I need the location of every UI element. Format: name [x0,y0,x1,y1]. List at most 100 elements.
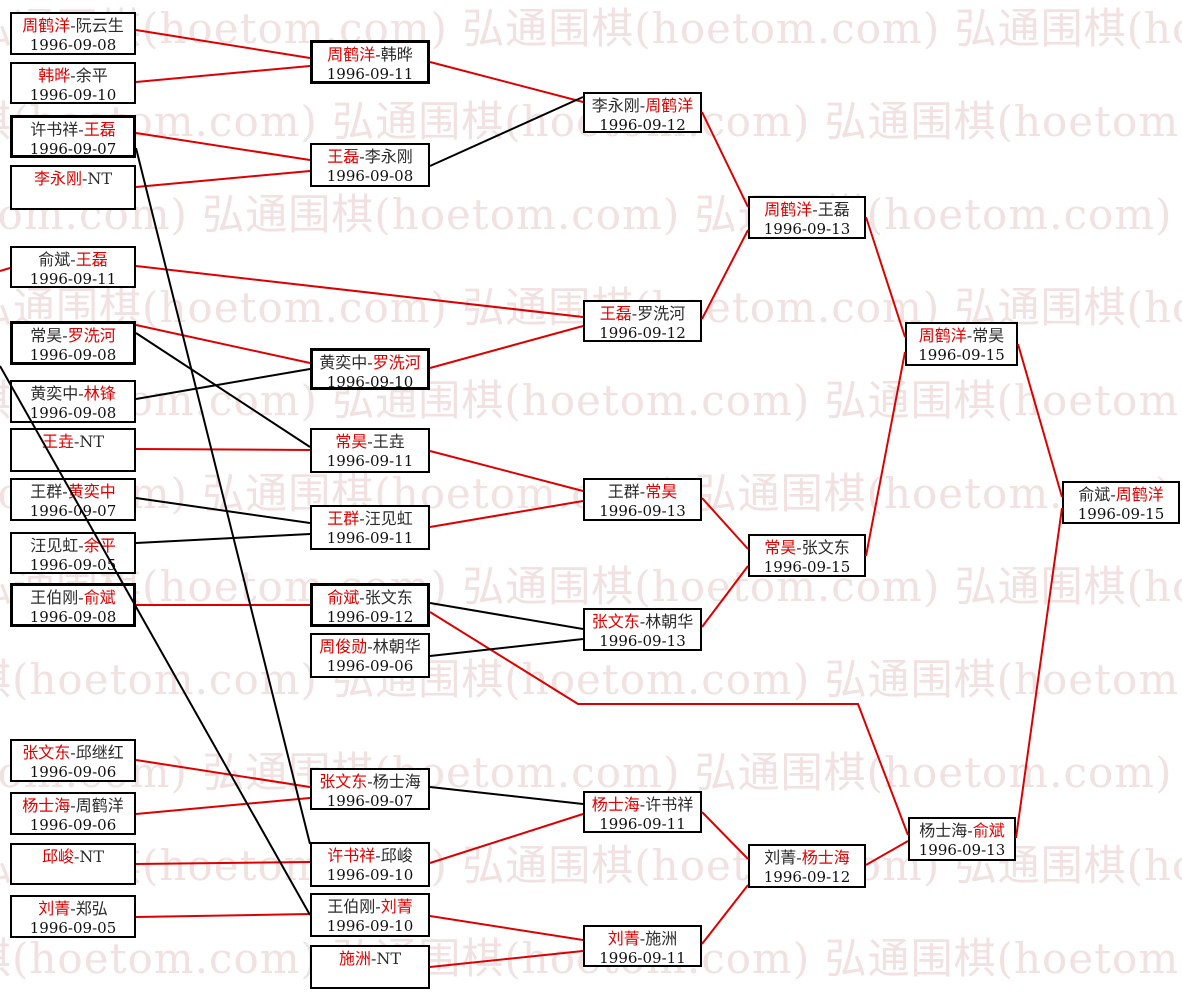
player-name: 杨士海 [372,772,421,791]
player-name: 刘菁 [380,897,413,916]
match-date: 1996-09-10 [326,917,414,935]
match-box: 刘菁-施洲 1996-09-11 [583,925,702,967]
watermark-row: 弘通围棋(hoetom.com) 弘通围棋(hoetom.com) 弘通围棋(h… [0,190,1182,239]
match-date: 1996-09-11 [326,452,414,470]
vs-dash: - [375,897,381,916]
player-name: NT [79,432,105,451]
match-date: 1996-09-11 [29,270,117,288]
match-date: 1996-09-10 [326,866,414,884]
player-name: 刘菁 [764,848,797,867]
vs-dash: - [78,120,84,139]
match-date: 1996-09-12 [599,324,686,342]
match-box: 俞斌-周鹤洋 1996-09-15 [1062,481,1180,524]
match-players: 俞斌-王磊 [38,250,107,270]
match-date: 1996-09-07 [29,502,117,520]
player-name: 周鹤洋 [645,96,694,115]
vs-dash: - [796,538,802,557]
player-name: 周俊勋 [319,637,368,656]
match-players: 李永刚-NT [34,169,112,189]
player-name: 余平 [83,536,116,555]
match-players: 许书祥-邱峻 [327,846,412,866]
match-players: 施洲-NT [339,949,401,969]
match-date: 1996-09-12 [599,116,686,134]
watermark-row: 弘通围棋(hoetom.com) 弘通围棋(hoetom.com) 弘通围棋(h… [0,4,1182,53]
player-name: 周鹤洋 [75,796,124,815]
vs-dash: - [812,200,818,219]
vs-dash: - [796,848,802,867]
player-name: 罗洗河 [637,304,686,323]
vs-dash: - [966,326,973,345]
player-name: 王群 [607,482,640,501]
player-name: NT [79,847,105,866]
player-name: 杨士海 [591,795,640,814]
vs-dash: - [359,588,365,607]
match-players: 黄奕中-林锋 [30,384,115,404]
player-name: 王垚 [41,432,74,451]
winner-path-line [135,797,311,815]
player-name: 王磊 [83,120,116,139]
winner-path-line [135,448,311,451]
match-box: 许书祥-邱峻 1996-09-10 [310,842,430,887]
match-box: 刘菁-郑弘 1996-09-05 [10,895,136,938]
player-name: 罗洗河 [372,353,421,372]
match-box: 王伯刚-刘菁 1996-09-10 [310,893,430,937]
player-name: 黄奕中 [30,384,79,403]
vs-dash: - [70,16,76,35]
player-name: 李永刚 [33,169,82,188]
match-date: 1996-09-12 [763,868,851,886]
player-name: 许书祥 [30,120,79,139]
match-players: 常昊-张文东 [764,538,849,558]
match-date: 1996-09-08 [29,608,117,626]
match-box: 王群-汪见虹 1996-09-11 [310,505,430,550]
player-name: 汪见虹 [30,536,79,555]
match-box: 周鹤洋-常昊 1996-09-15 [905,322,1018,366]
vs-dash: - [81,169,88,188]
vs-dash: - [359,509,365,528]
match-date: 1996-09-12 [326,608,414,626]
match-date: 1996-09-08 [29,404,117,422]
match-players: 刘菁-施洲 [608,929,677,949]
match-players: 张文东-杨士海 [319,772,420,792]
player-name: 王群 [30,482,63,501]
player-name: 李永刚 [591,96,640,115]
player-name: 许书祥 [327,846,376,865]
match-box: 王群-常昊 1996-09-13 [583,478,702,521]
vs-dash: - [375,45,381,64]
match-box: 常昊-张文东 1996-09-15 [748,534,866,577]
match-players: 刘菁-杨士海 [764,848,849,868]
player-name: 王磊 [327,147,360,166]
player-name: 黄奕中 [319,353,368,372]
match-players: 王伯刚-刘菁 [327,897,412,917]
match-date: 1996-09-13 [918,841,1006,859]
match-date: 1996-09-06 [29,816,117,834]
match-players: 常昊-罗洗河 [30,326,115,346]
match-date: 1996-09-07 [29,140,117,158]
vs-dash: - [367,772,373,791]
player-name: 常昊 [645,482,678,501]
match-box: 周俊勋-林朝华 1996-09-06 [310,633,430,678]
match-box: 韩晔-余平 1996-09-10 [10,62,136,104]
match-players: 邱峻-NT [42,847,104,867]
player-name: 周鹤洋 [327,45,376,64]
match-players: 王群-黄奕中 [30,482,115,502]
vs-dash: - [62,326,68,345]
player-name: 王磊 [817,200,850,219]
player-name: 常昊 [764,538,797,557]
player-name: 俞斌 [38,250,71,269]
match-box: 杨士海-许书祥 1996-09-11 [583,791,702,833]
match-box: 俞斌-王磊 1996-09-11 [10,246,136,288]
match-box: 刘菁-杨士海 1996-09-12 [748,844,866,888]
match-date: 1996-09-05 [29,919,117,937]
match-box: 张文东-林朝华 1996-09-13 [583,608,702,651]
vs-dash: - [370,949,377,968]
match-box: 王伯刚-俞斌 1996-09-08 [10,583,136,627]
match-box: 常昊-罗洗河 1996-09-08 [10,321,136,365]
player-name: 许书祥 [645,795,694,814]
match-players: 杨士海-许书祥 [592,795,693,815]
match-players: 刘菁-郑弘 [38,899,107,919]
player-name: 韩晔 [38,66,71,85]
player-name: 王磊 [599,304,632,323]
player-name: 邱峻 [41,847,74,866]
match-date: 1996-09-15 [918,346,1005,364]
match-date: 1996-09-15 [1077,505,1165,523]
